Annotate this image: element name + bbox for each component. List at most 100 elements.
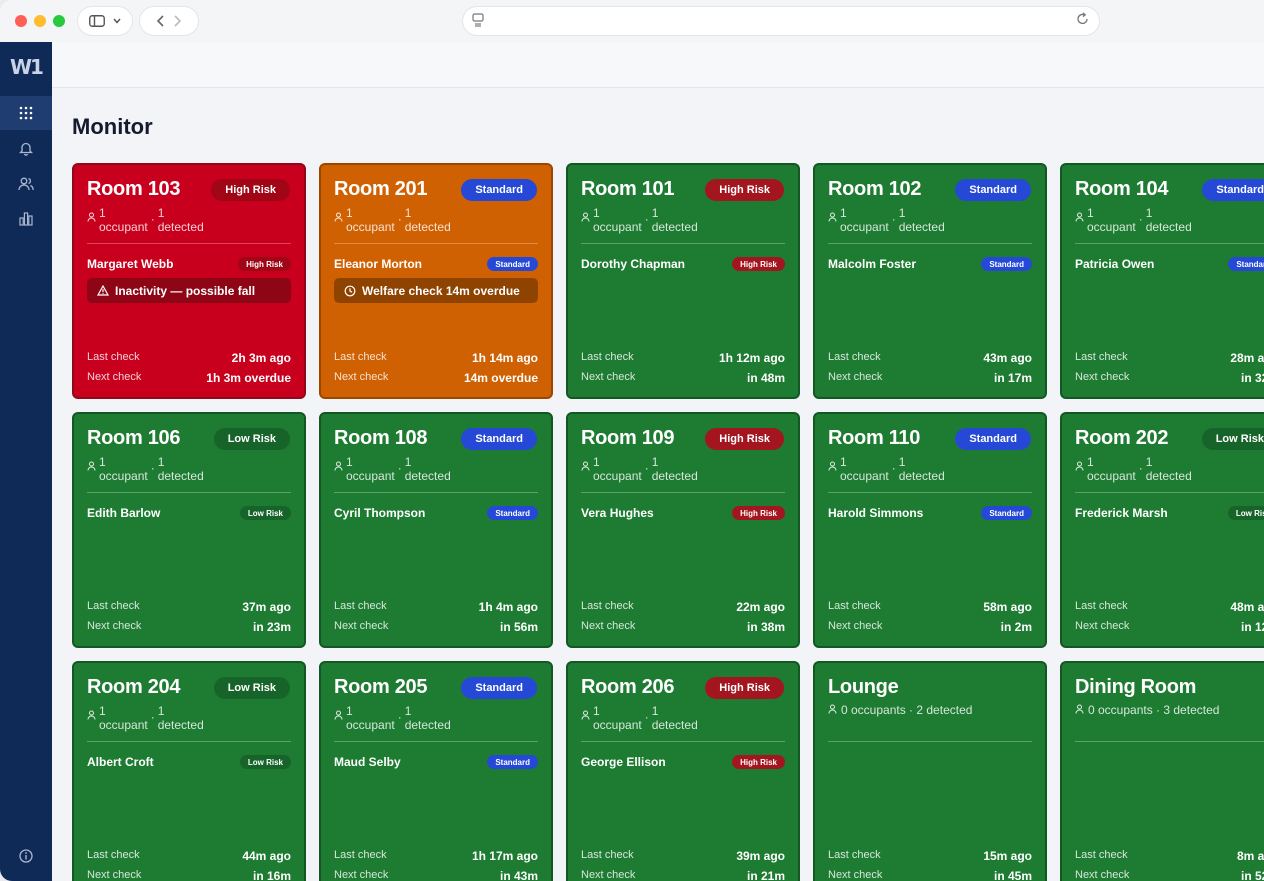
next-check-row: Next check in 52m [1075, 869, 1264, 881]
alert-text: Welfare check 14m overdue [362, 283, 520, 298]
detected-count: 1 [898, 206, 906, 220]
room-name: Room 202 [1075, 427, 1169, 449]
resident-name[interactable]: Patricia Owen [1075, 257, 1155, 271]
zoom-window-button[interactable] [53, 15, 65, 27]
room-card[interactable]: Room 102 Standard 1 occupant· 1 detected Malco… [813, 163, 1047, 399]
resident-name[interactable]: Dorothy Chapman [581, 257, 686, 271]
room-card[interactable]: Room 206 High Risk 1 occupant· 1 detected Geor… [566, 661, 800, 881]
next-check-label: Next check [828, 620, 883, 632]
resident-name[interactable]: Harold Simmons [828, 506, 924, 520]
occupant-label: occupant [593, 718, 642, 732]
occupant-count: 1 [99, 206, 106, 220]
last-check-label: Last check [581, 849, 634, 861]
resident-name[interactable]: Cyril Thompson [334, 506, 426, 520]
risk-badge: Standard [461, 677, 537, 699]
occupant-label: occupant [593, 220, 642, 234]
close-window-button[interactable] [15, 15, 27, 27]
next-check-label: Next check [87, 371, 142, 383]
resident-risk-badge: High Risk [732, 755, 785, 769]
resident-name[interactable]: Margaret Webb [87, 257, 174, 271]
room-card[interactable]: Room 201 Standard 1 occupant· 1 detected Elean… [319, 163, 553, 399]
room-name: Room 102 [828, 178, 922, 200]
next-check-label: Next check [334, 371, 389, 383]
nav-reports[interactable] [0, 202, 52, 236]
nav-residents[interactable] [0, 167, 52, 201]
next-check-value: in 45m [993, 869, 1032, 881]
next-check-value: in 21m [746, 869, 785, 881]
room-card[interactable]: Dining Room 0 occupants · 3 detected Last … [1060, 661, 1264, 881]
minimize-window-button[interactable] [34, 15, 46, 27]
back-icon[interactable] [156, 15, 165, 27]
last-check-row: Last check 37m ago [87, 600, 291, 614]
divider [581, 243, 785, 244]
reload-icon[interactable] [1077, 12, 1089, 26]
room-card[interactable]: Room 106 Low Risk 1 occupant· 1 detected Edith… [72, 412, 306, 648]
room-card[interactable]: Room 204 Low Risk 1 occupant· 1 detected Alber… [72, 661, 306, 881]
person-icon [581, 212, 590, 222]
last-check-value: 1h 12m ago [718, 351, 785, 365]
forward-icon[interactable] [173, 15, 182, 27]
detected-count: 1 [157, 704, 165, 718]
occupancy: 1 occupant· 1 detected [828, 206, 945, 234]
room-card[interactable]: Room 103 High Risk 1 occupant· 1 detected Marg… [72, 163, 306, 399]
nav-info[interactable] [0, 839, 52, 873]
resident-name[interactable]: Malcolm Foster [828, 257, 917, 271]
risk-badge: Low Risk [213, 677, 290, 699]
last-check-row: Last check 2h 3m ago [87, 351, 291, 365]
next-check-row: Next check in 56m [334, 620, 538, 634]
resident-name[interactable]: Edith Barlow [87, 506, 161, 520]
resident-risk-badge: Low Risk [1227, 506, 1264, 520]
resident-name[interactable]: Eleanor Morton [334, 257, 423, 271]
grid-icon [19, 106, 33, 120]
alert-banner[interactable]: Inactivity — possible fall [87, 278, 291, 303]
chevron-down-icon [113, 18, 121, 24]
room-card[interactable]: Room 101 High Risk 1 occupant· 1 detected Doro… [566, 163, 800, 399]
occupancy: 1 occupant· 1 detected [334, 704, 451, 732]
next-check-value: in 23m [252, 620, 291, 634]
room-name: Room 109 [581, 427, 675, 449]
next-check-value: in 48m [746, 371, 785, 385]
divider [87, 243, 291, 244]
resident-name[interactable]: Vera Hughes [581, 506, 654, 520]
room-card[interactable]: Room 108 Standard 1 occupant· 1 detected Cyril… [319, 412, 553, 648]
room-card[interactable]: Room 205 Standard 1 occupant· 1 detected Maud … [319, 661, 553, 881]
detected-label: detected [157, 469, 204, 483]
occupancy: 0 occupants · 2 detected [828, 703, 972, 717]
next-check-label: Next check [1075, 869, 1130, 881]
chart-icon [19, 212, 33, 226]
app-logo[interactable]: W1 [10, 55, 44, 79]
occupancy: 1 occupant· 1 detected [581, 704, 698, 732]
next-check-value: in 38m [746, 620, 785, 634]
room-card[interactable]: Room 109 High Risk 1 occupant· 1 detected Vera… [566, 412, 800, 648]
next-check-label: Next check [334, 869, 389, 881]
nav-monitor[interactable] [0, 96, 52, 130]
occupant-count: 1 [840, 455, 847, 469]
nav-alerts[interactable] [0, 131, 52, 165]
occupant-count: 1 [840, 206, 847, 220]
room-card[interactable]: Room 104 Standard 1 occupant· 1 detected Patri… [1060, 163, 1264, 399]
occupant-label: occupant [99, 469, 148, 483]
alert-banner[interactable]: Welfare check 14m overdue [334, 278, 538, 303]
sidebar-toggle-button[interactable] [78, 7, 132, 35]
last-check-label: Last check [828, 351, 881, 363]
occupancy-text: 0 occupants · 3 detected [1088, 703, 1220, 717]
next-check-value: in 17m [993, 371, 1032, 385]
divider [1075, 492, 1264, 493]
room-card[interactable]: Room 202 Low Risk 1 occupant· 1 detected Frede… [1060, 412, 1264, 648]
last-check-label: Last check [1075, 351, 1128, 363]
next-check-value: in 12m [1240, 620, 1264, 634]
last-check-row: Last check 8m ago [1075, 849, 1264, 863]
person-icon [1075, 212, 1084, 222]
room-card[interactable]: Room 110 Standard 1 occupant· 1 detected Harol… [813, 412, 1047, 648]
last-check-value: 1h 4m ago [478, 600, 538, 614]
resident-name[interactable]: George Ellison [581, 755, 666, 769]
last-check-value: 48m ago [1230, 600, 1264, 614]
resident-name[interactable]: Maud Selby [334, 755, 401, 769]
resident-name[interactable]: Frederick Marsh [1075, 506, 1168, 520]
occupancy: 1 occupant· 1 detected [581, 455, 698, 483]
resident-name[interactable]: Albert Croft [87, 755, 154, 769]
person-icon [828, 461, 837, 471]
room-card[interactable]: Lounge 0 occupants · 2 detected Last check… [813, 661, 1047, 881]
next-check-row: Next check in 43m [334, 869, 538, 881]
address-bar[interactable] [463, 7, 1099, 35]
